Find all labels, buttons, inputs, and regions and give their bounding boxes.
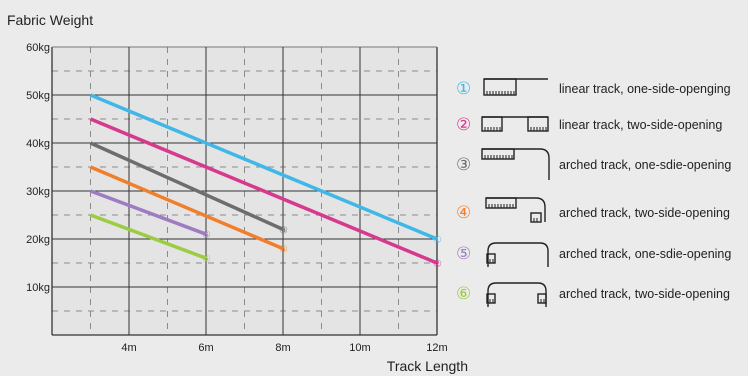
arched-two-side-small-track-icon bbox=[486, 282, 547, 307]
legend-item-4: ④ arched track, two-side-opening bbox=[456, 197, 730, 223]
series-line-5 bbox=[89, 189, 207, 236]
legend-label: linear track, two-side-opening bbox=[559, 118, 722, 132]
series-lines: ① ② ③ ④ ⑤ ⑥ bbox=[89, 93, 442, 270]
legend-item-2: ② linear track, two-side-opening bbox=[456, 115, 722, 135]
series-line-6 bbox=[89, 213, 207, 260]
series-line-2 bbox=[89, 117, 438, 265]
legend-label: linear track, one-side-openging bbox=[559, 82, 731, 96]
legend-marker: ⑥ bbox=[456, 284, 471, 304]
legend-marker: ② bbox=[456, 115, 471, 135]
x-tick-label: 10m bbox=[349, 342, 370, 354]
series-end-marker-6: ⑥ bbox=[202, 254, 211, 265]
x-tick-label: 12m bbox=[426, 342, 447, 354]
linear-one-side-track-icon bbox=[483, 78, 548, 96]
arched-two-side-track-icon bbox=[485, 197, 546, 223]
x-tick-labels: 4m 6m 8m 10m 12m bbox=[121, 342, 447, 354]
x-tick-label: 8m bbox=[275, 342, 290, 354]
legend-marker: ⑤ bbox=[456, 244, 471, 264]
series-end-marker-1: ① bbox=[433, 235, 442, 246]
linear-two-side-track-icon bbox=[481, 116, 549, 132]
arched-one-side-small-track-icon bbox=[486, 242, 549, 267]
y-tick-label: 20kg bbox=[26, 234, 50, 246]
series-line-3 bbox=[89, 141, 284, 231]
legend-label: arched track, two-side-opening bbox=[559, 287, 730, 301]
legend-marker: ③ bbox=[456, 155, 471, 175]
legend-label: arched track, one-sdie-opening bbox=[559, 158, 731, 172]
axes bbox=[51, 46, 438, 336]
legend-item-5: ⑤ arched track, one-sdie-opening bbox=[456, 242, 731, 267]
series-end-marker-2: ② bbox=[433, 259, 442, 270]
arched-one-side-track-icon bbox=[481, 148, 550, 180]
legend-label: arched track, one-sdie-opening bbox=[559, 247, 731, 261]
series-line-1 bbox=[89, 93, 438, 241]
x-tick-label: 6m bbox=[198, 342, 213, 354]
y-tick-label: 40kg bbox=[26, 138, 50, 150]
chart-title: Fabric Weight bbox=[7, 12, 93, 28]
y-tick-labels: 60kg 50kg 40kg 30kg 20kg 10kg bbox=[26, 42, 50, 294]
series-line-4 bbox=[89, 165, 284, 251]
y-tick-label: 10kg bbox=[26, 282, 50, 294]
series-end-marker-4: ④ bbox=[279, 245, 288, 256]
legend: ① linear track, one-side-openging ② linear … bbox=[456, 78, 731, 307]
legend-item-1: ① linear track, one-side-openging bbox=[456, 78, 731, 99]
series-end-marker-5: ⑤ bbox=[202, 230, 211, 241]
legend-label: arched track, two-side-opening bbox=[559, 206, 730, 220]
x-tick-label: 4m bbox=[121, 342, 136, 354]
legend-item-6: ⑥ arched track, two-side-opening bbox=[456, 282, 730, 307]
legend-marker: ① bbox=[456, 79, 471, 99]
legend-item-3: ③ arched track, one-sdie-opening bbox=[456, 148, 731, 180]
legend-marker: ④ bbox=[456, 203, 471, 223]
x-axis-label: Track Length bbox=[387, 358, 468, 374]
y-tick-label: 60kg bbox=[26, 42, 50, 54]
y-tick-label: 50kg bbox=[26, 90, 50, 102]
y-tick-label: 30kg bbox=[26, 186, 50, 198]
series-end-marker-3: ③ bbox=[279, 225, 288, 236]
